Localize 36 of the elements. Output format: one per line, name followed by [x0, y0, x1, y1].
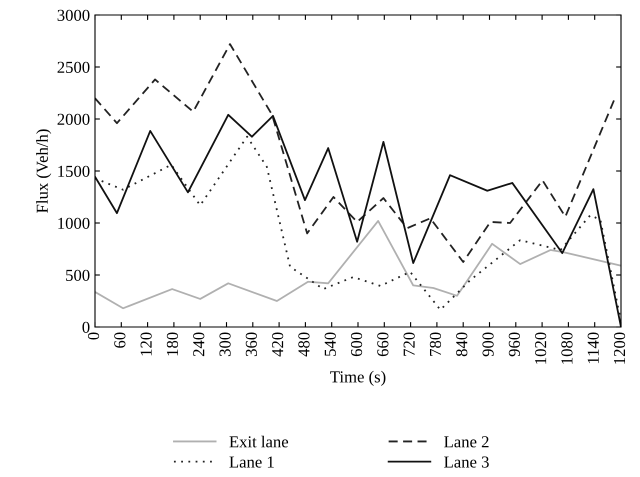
x-tick-label: 240: [193, 332, 204, 356]
x-tick-label: 960: [508, 332, 520, 356]
x-tick-label: 1080: [561, 332, 573, 364]
legend-label: Lane 1: [229, 456, 274, 468]
y-tick-label: 0: [82, 322, 90, 333]
line-series: [95, 43, 616, 263]
x-tick-label: 1200: [614, 332, 626, 364]
x-tick-label: 1020: [535, 332, 546, 364]
y-tick-label: 2000: [58, 114, 90, 125]
x-tick-label: 1140: [588, 332, 599, 364]
y-tick-label: 3000: [58, 10, 90, 21]
x-tick-label: 600: [350, 332, 362, 356]
y-axis-title: Flux (Veh/h): [36, 129, 52, 213]
x-tick-label: 60: [114, 332, 126, 348]
x-tick-label: 660: [377, 332, 388, 356]
y-tick-label: 1000: [58, 218, 90, 229]
x-tick-label: 420: [272, 332, 284, 357]
x-axis-title: Time (s): [330, 370, 386, 386]
x-tick-label: 540: [324, 332, 336, 356]
y-tick-label: 1500: [58, 166, 90, 177]
legend-label: Exit lane: [229, 436, 288, 448]
legend-label: Lane 3: [444, 456, 489, 468]
x-tick-label: 360: [246, 332, 257, 356]
y-tick-label: 500: [66, 270, 90, 281]
x-tick-label: 720: [404, 332, 415, 356]
legend-label: Lane 2: [444, 436, 489, 448]
y-tick-label: 2500: [58, 62, 90, 73]
x-tick-label: 900: [482, 332, 494, 356]
x-tick-label: 120: [140, 332, 152, 356]
x-tick-label: 0: [88, 332, 100, 340]
x-tick-label: 180: [166, 332, 178, 356]
line-series: [95, 220, 621, 310]
x-tick-label: 780: [430, 332, 442, 356]
x-tick-label: 840: [456, 332, 468, 356]
x-tick-label: 300: [219, 332, 231, 356]
x-tick-label: 480: [298, 332, 310, 357]
